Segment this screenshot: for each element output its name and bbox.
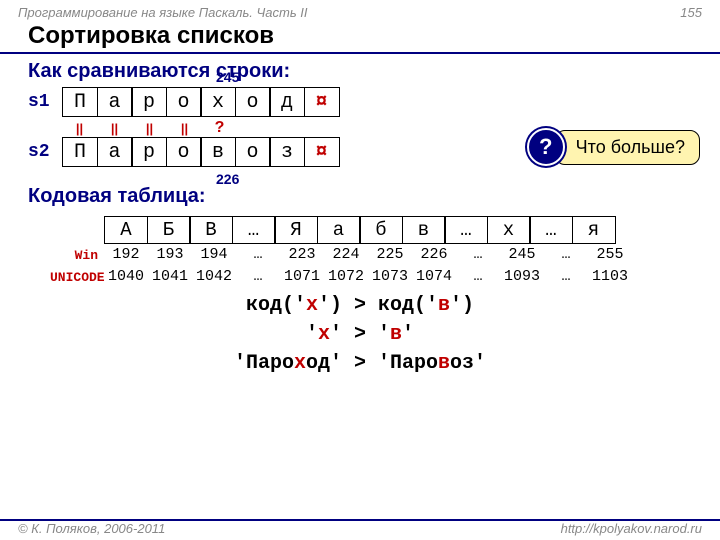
ct-h: Б [147,216,191,244]
ct-h: В [189,216,233,244]
footer-right: http://kpolyakov.narod.ru [561,521,702,536]
code-line-2: 'х' > 'в' [0,323,720,346]
footer-left: © К. Поляков, 2006-2011 [18,521,165,536]
s2-row: П а р о в о з ¤ [62,137,340,167]
cell: о [166,137,202,167]
bottom-code-226: 226 [216,171,239,187]
cell: а [97,87,133,117]
code-table: А Б В … Я а б в … х … я Win 192 193 194 … [50,216,720,288]
cell: П [62,137,98,167]
ct-h: х [487,216,531,244]
ct-h: А [104,216,148,244]
subtitle-2: Кодовая таблица: [0,169,720,212]
cell: П [62,87,98,117]
cell: з [269,137,305,167]
code-line-3: 'Пароход' > 'Паровоз' [0,352,720,375]
cell: х [200,87,236,117]
callout: ? Что больше? [527,128,700,166]
ct-h: б [359,216,403,244]
cell-end: ¤ [304,137,340,167]
win-label: Win [50,248,104,263]
cell: о [235,137,271,167]
ct-h: а [317,216,361,244]
page-number: 155 [680,5,702,20]
label-s1: s1 [28,92,62,112]
cell: д [269,87,305,117]
cell: р [131,87,167,117]
code-line-1: код('х') > код('в') [0,294,720,317]
s1-row: П а р о х о д ¤ [62,87,340,117]
ct-h: в [402,216,446,244]
ct-h: я [572,216,616,244]
header-left: Программирование на языке Паскаль. Часть… [18,5,308,20]
page-title: Сортировка списков [0,20,720,54]
unicode-label: UNICODE [50,270,104,285]
ct-h: Я [274,216,318,244]
label-s2: s2 [28,142,62,162]
cell: а [97,137,133,167]
cell: р [131,137,167,167]
ct-h: … [444,216,488,244]
ct-h: … [529,216,573,244]
cell: о [166,87,202,117]
callout-text: Что больше? [555,130,700,165]
top-code-245: 245 [216,69,239,85]
cell: в [200,137,236,167]
ct-h: … [232,216,276,244]
cell-end: ¤ [304,87,340,117]
question-icon: ? [527,128,565,166]
subtitle-1: Как сравниваются строки: [0,54,720,87]
cell: о [235,87,271,117]
